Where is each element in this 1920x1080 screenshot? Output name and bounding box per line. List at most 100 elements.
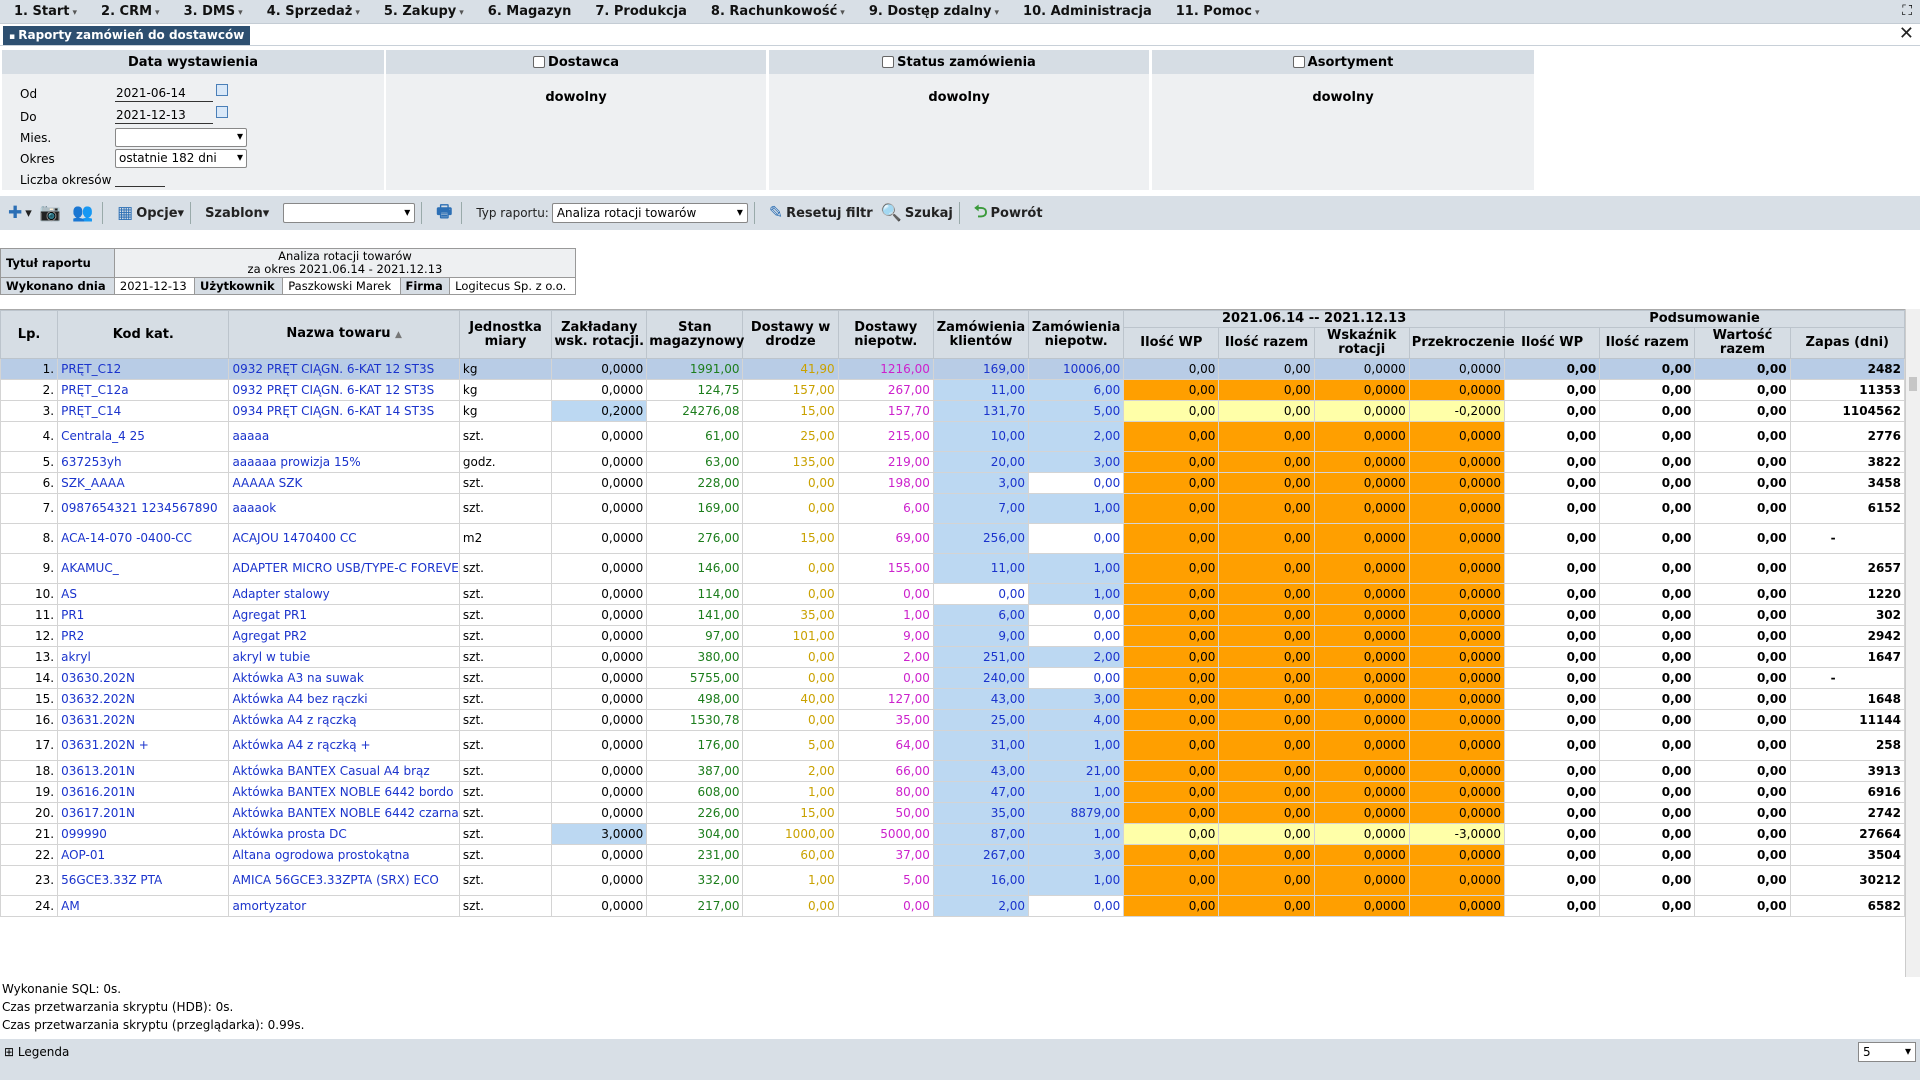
status-checkbox[interactable] [882,56,895,68]
table-row[interactable]: 4. Centrala_4 25 aaaaa szt. 0,0000 61,00 25,00… [0,421,1905,452]
row-nazwa[interactable]: aaaaa [228,421,460,452]
fullscreen-icon[interactable]: ⛶ [1902,3,1912,19]
row-nazwa[interactable]: aaaaok [228,493,460,524]
table-row[interactable]: 6. SZK_AAAA AAAAA SZK szt. 0,0000 228,00 0,00 1… [0,472,1905,494]
col-przek[interactable]: Przekroczenie [1408,327,1515,359]
menu-item-10[interactable]: 10. Administracja [1023,4,1152,19]
row-nazwa[interactable]: ACAJOU 1470400 CC [228,523,460,554]
options-button[interactable]: ▦ Opcje ▾ [117,203,185,223]
status-value[interactable]: dowolny [928,90,990,105]
row-kod[interactable]: SZK_AAAA [57,472,230,494]
row-nazwa[interactable]: Aktówka A3 na suwak [228,667,460,689]
report-type-select[interactable]: Analiza rotacji towarów [551,203,748,223]
assortment-value[interactable]: dowolny [1312,90,1374,105]
reset-filter-button[interactable]: ✎ Resetuj filtr [769,203,873,223]
row-kod[interactable]: 03631.202N [57,709,230,731]
row-nazwa[interactable]: aaaaaa prowizja 15% [228,451,460,473]
od-input[interactable]: 2021-06-14 [115,86,213,102]
supplier-value[interactable]: dowolny [545,90,607,105]
col-s-wart[interactable]: Wartość razem [1694,327,1791,359]
scroll-thumb[interactable] [1909,377,1917,391]
table-row[interactable]: 15. 03632.202N Aktówka A4 bez rączki szt. 0,… [0,688,1905,710]
calendar-icon[interactable] [216,84,228,96]
page-size-select[interactable]: 5 [1858,1042,1916,1062]
supplier-checkbox[interactable] [533,56,546,68]
row-nazwa[interactable]: Altana ogrodowa prostokątna [228,844,460,866]
row-kod[interactable]: PRĘT_C12a [57,379,230,401]
col-s-iwp[interactable]: Ilość WP [1503,327,1601,359]
row-nazwa[interactable]: 0934 PRĘT CIĄGN. 6-KAT 14 ST3S [228,400,460,422]
table-row[interactable]: 14. 03630.202N Aktówka A3 na suwak szt. 0,00… [0,667,1905,689]
do-input[interactable]: 2021-12-13 [115,108,213,124]
row-kod[interactable]: PR2 [57,625,230,647]
table-row[interactable]: 7. 0987654321 1234567890 aaaaok szt. 0,0000 1… [0,493,1905,524]
col-zniep[interactable]: Zamówienia niepotw. [1028,310,1125,359]
template-button[interactable]: Szablon ▾ [205,205,270,221]
row-kod[interactable]: PR1 [57,604,230,626]
col-zakl[interactable]: Zakładany wsk. rotacji. [551,310,648,359]
col-drodze[interactable]: Dostawy w drodze [742,310,839,359]
row-kod[interactable]: 03613.201N [57,760,230,782]
table-row[interactable]: 10. AS Adapter stalowy szt. 0,0000 114,00 0,00… [0,583,1905,605]
row-kod[interactable]: 03630.202N [57,667,230,689]
row-kod[interactable]: 0987654321 1234567890 [57,493,230,524]
users-button[interactable]: 👥 [72,203,96,223]
table-row[interactable]: 9. AKAMUC_ ADAPTER MICRO USB/TYPE-C FOREVE… [0,553,1905,584]
col-nazwa[interactable]: Nazwa towaru ▲ [228,310,460,359]
row-kod[interactable]: 099990 [57,823,230,845]
row-nazwa[interactable]: Aktówka BANTEX NOBLE 6442 czarna [228,802,460,824]
col-zkl[interactable]: Zamówienia klientów [932,310,1030,359]
snapshot-button[interactable]: 📷 [40,203,64,223]
row-nazwa[interactable]: Aktówka prosta DC [228,823,460,845]
print-button[interactable]: 🖶 [436,199,455,228]
row-kod[interactable]: PRĘT_C14 [57,400,230,422]
row-nazwa[interactable]: Aktówka BANTEX NOBLE 6442 bordo [228,781,460,803]
row-kod[interactable]: AKAMUC_ [57,553,230,584]
col-zapas[interactable]: Zapas (dni) [1789,327,1905,359]
vertical-scrollbar[interactable] [1905,309,1920,977]
row-nazwa[interactable]: AAAAA SZK [228,472,460,494]
row-nazwa[interactable]: Aktówka A4 bez rączki [228,688,460,710]
row-kod[interactable]: ACA-14-070 -0400-CC [57,523,230,554]
table-row[interactable]: 2. PRĘT_C12a 0932 PRĘT CIĄGN. 6-KAT 12 ST3… [0,379,1905,401]
col-wsk[interactable]: Wskaźnik rotacji [1313,327,1410,359]
menu-item-2[interactable]: 2. CRM [87,4,170,19]
row-kod[interactable]: 637253yh [57,451,230,473]
menu-item-8[interactable]: 8. Rachunkowość [697,4,855,19]
row-nazwa[interactable]: Aktówka BANTEX Casual A4 brąz [228,760,460,782]
month-select[interactable] [115,128,247,147]
col-s-iraz[interactable]: Ilość razem [1599,327,1696,359]
row-nazwa[interactable]: akryl w tubie [228,646,460,668]
row-nazwa[interactable]: amortyzator [228,895,460,917]
row-kod[interactable]: AOP-01 [57,844,230,866]
table-row[interactable]: 3. PRĘT_C14 0934 PRĘT CIĄGN. 6-KAT 14 ST3S… [0,400,1905,422]
menu-item-6[interactable]: 6. Magazyn [487,4,572,19]
table-row[interactable]: 21. 099990 Aktówka prosta DC szt. 3,0000 304,… [0,823,1905,845]
row-kod[interactable]: 03631.202N + [57,730,230,761]
row-kod[interactable]: 03616.201N [57,781,230,803]
menu-item-7[interactable]: 7. Produkcja [595,4,687,19]
row-nazwa[interactable]: AMICA 56GCE3.33ZPTA (SRX) ECO [228,865,460,896]
row-kod[interactable]: Centrala_4 25 [57,421,230,452]
row-nazwa[interactable]: 0932 PRĘT CIĄGN. 6-KAT 12 ST3S [228,358,460,380]
period-select[interactable]: ostatnie 182 dni [115,149,247,168]
menu-item-4[interactable]: 4. Sprzedaż [253,4,370,19]
row-nazwa[interactable]: 0932 PRĘT CIĄGN. 6-KAT 12 ST3S [228,379,460,401]
assortment-checkbox[interactable] [1292,56,1305,68]
row-kod[interactable]: 03632.202N [57,688,230,710]
row-kod[interactable]: akryl [57,646,230,668]
row-nazwa[interactable]: Aktówka A4 z rączką + [228,730,460,761]
table-row[interactable]: 13. akryl akryl w tubie szt. 0,0000 380,00 0,0… [0,646,1905,668]
tab-supplier-order-reports[interactable]: Raporty zamówień do dostawców [3,26,251,45]
search-button[interactable]: 🔍 Szukaj [881,203,953,223]
menu-item-1[interactable]: 1. Start [0,4,87,19]
table-row[interactable]: 16. 03631.202N Aktówka A4 z rączką szt. 0,00… [0,709,1905,731]
template-select[interactable] [283,203,416,223]
calendar-icon[interactable] [216,106,228,118]
table-row[interactable]: 17. 03631.202N + Aktówka A4 z rączką + szt.… [0,730,1905,761]
table-row[interactable]: 24. AM amortyzator szt. 0,0000 217,00 0,00 0,00… [0,895,1905,917]
row-nazwa[interactable]: ADAPTER MICRO USB/TYPE-C FOREVER [228,553,460,584]
table-row[interactable]: 22. AOP-01 Altana ogrodowa prostokątna szt.… [0,844,1905,866]
row-kod[interactable]: AS [57,583,230,605]
col-jm[interactable]: Jednostka miary [458,310,553,359]
